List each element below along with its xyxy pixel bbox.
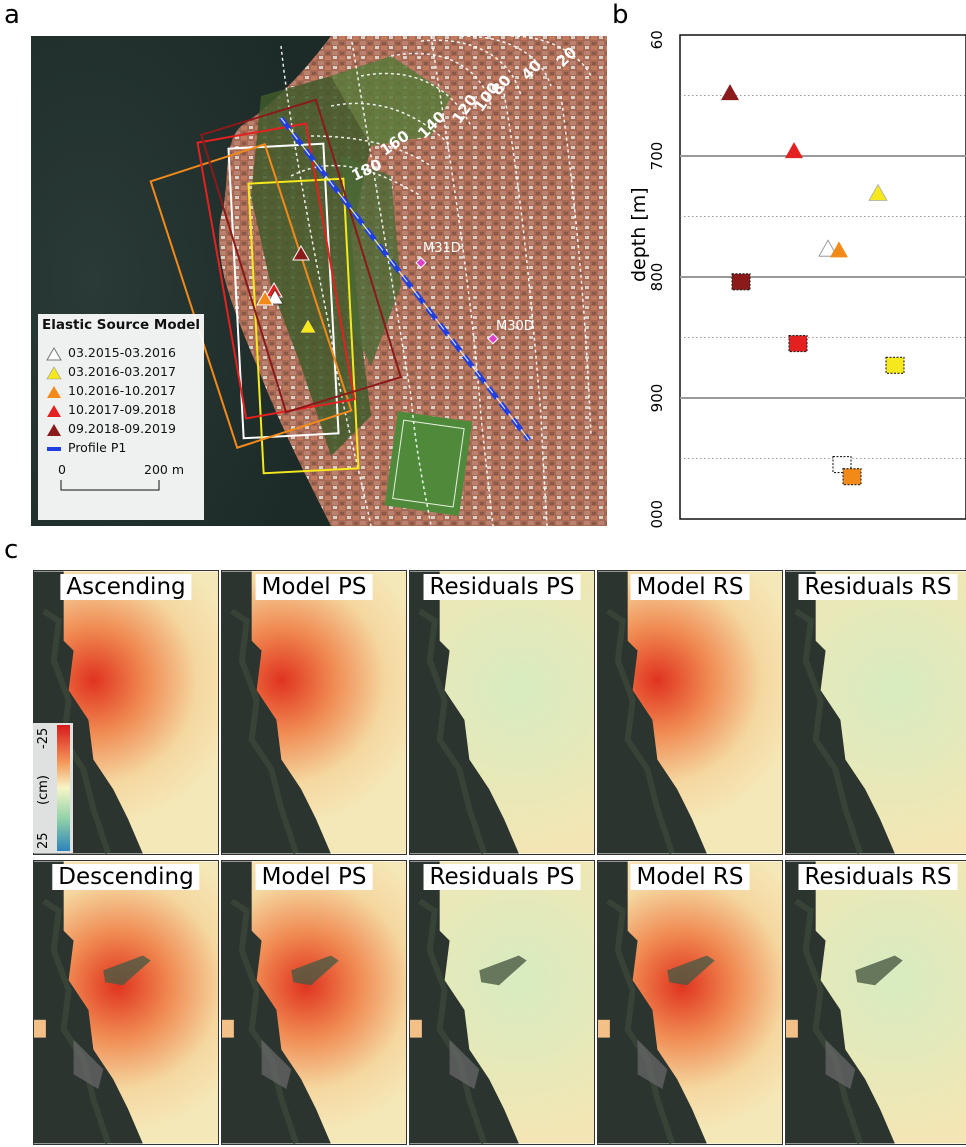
deformation-map-tile: Descending [33,860,219,1145]
tile-title: Residuals PS [423,574,581,600]
y-axis-label: depth [m] [628,187,650,282]
tile-title: Ascending [60,574,192,600]
legend-item-label: 09.2018-09.2019 [68,421,176,436]
legend-item: 03.2016-03.2017 [46,364,206,382]
deformation-map-tile: Model PS [221,570,407,855]
colorbar-min-label: -25 [36,727,51,749]
station-label-m30d: M30D [496,319,534,334]
legend-title: Elastic Source Model [42,317,201,333]
panel-label-c: c [4,535,19,565]
y-tick-label: 700 [648,142,666,171]
deformation-map-tile: Model PS [221,860,407,1145]
tile-title: Descending [52,864,200,890]
colorbar-max-label: 25 [36,832,51,849]
legend-item-label: Profile P1 [68,440,127,455]
triangle-marker [721,84,739,101]
tile-title: Residuals PS [423,864,581,890]
scale-start-label: 0 [58,462,66,477]
scale-end-label: 200 m [144,462,185,477]
y-tick-label: 900 [648,384,666,413]
deformation-map-tile: Model RS [597,570,783,855]
tile-title: Model PS [255,574,373,600]
deformation-map-tile: Residuals PS [409,570,595,855]
triangle-marker [830,241,848,258]
legend-item-profile: Profile P1 [46,440,206,458]
deformation-map-tile: Model RS [597,860,783,1145]
legend-item-label: 10.2016-10.2017 [68,383,176,398]
triangle-marker [785,142,803,159]
triangle-marker [868,183,888,201]
square-marker [731,273,751,291]
depth-chart: 600 700 800 900 1000 depth [m] [628,30,966,530]
deformation-map-tile: Residuals RS [785,570,966,855]
colorbar: -25 (cm) 25 [33,723,73,853]
y-tick-label: 1000 [648,500,666,530]
scale-bar: 0 200 m [58,462,198,502]
legend-item: 03.2015-03.2016 [46,345,206,363]
panel-label-b: b [612,0,629,30]
triangle-marker [818,239,838,257]
square-marker [788,334,808,353]
panel-label-a: a [4,0,20,30]
square-marker [842,468,862,486]
satellite-map: 20 40 80 100 120 140 160 180 M31D M30D [31,36,607,526]
square-marker [885,356,905,374]
y-tick-label: 600 [648,30,666,49]
tile-title: Model RS [630,574,750,600]
colorbar-unit-label: (cm) [36,775,51,805]
y-tick-label: 800 [648,263,666,292]
tile-title: Residuals RS [798,864,958,890]
legend-item-label: 03.2015-03.2016 [68,345,176,360]
legend-item: 10.2017-09.2018 [46,402,206,420]
station-label-m31d: M31D [423,241,461,256]
tile-title: Residuals RS [798,574,958,600]
tile-title: Model RS [630,864,750,890]
legend-item-label: 10.2017-09.2018 [68,402,176,417]
tile-title: Model PS [255,864,373,890]
map-legend: Elastic Source Model 03.2015-03.2016 03.… [38,314,204,520]
legend-item: 10.2016-10.2017 [46,383,206,401]
legend-item-label: 03.2016-03.2017 [68,364,176,379]
legend-item: 09.2018-09.2019 [46,421,206,439]
deformation-map-tile: Residuals PS [409,860,595,1145]
deformation-map-tile: Residuals RS [785,860,966,1145]
